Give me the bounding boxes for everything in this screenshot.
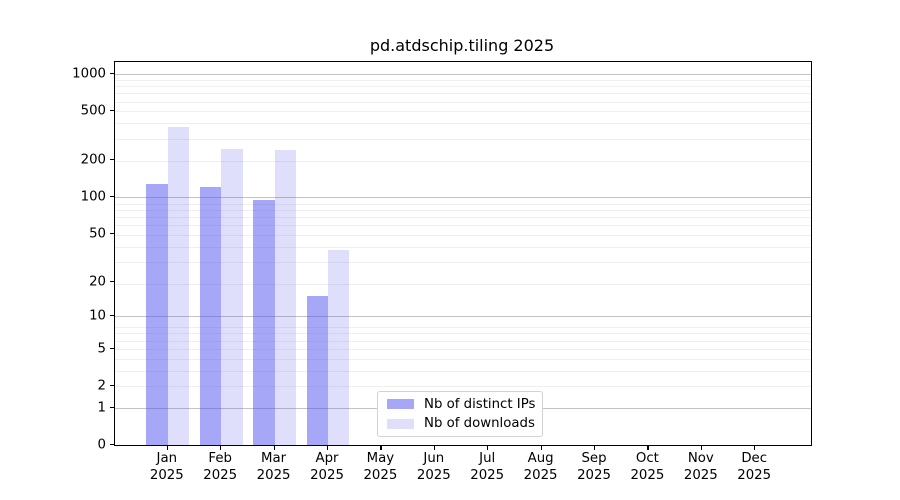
y-tick [109, 315, 114, 317]
x-tick [487, 445, 489, 450]
x-tick [647, 445, 649, 450]
gridline-minor [115, 386, 811, 387]
y-tick-label: 1000 [72, 66, 106, 82]
y-tick [109, 196, 114, 198]
gridline-minor [115, 111, 811, 113]
gridline-minor [115, 370, 811, 372]
plot-area [114, 61, 812, 446]
y-tick [109, 280, 114, 282]
gridline-minor [115, 333, 811, 335]
x-tick [754, 445, 756, 450]
x-tick [594, 445, 596, 450]
y-tick [109, 406, 114, 408]
gridline-minor [115, 327, 811, 329]
x-tick [220, 445, 222, 450]
gridline-minor [115, 79, 811, 81]
legend-item-distinct-ips: Nb of distinct IPs [378, 395, 542, 414]
x-tick-label: Sep 2025 [577, 451, 611, 483]
legend: Nb of distinct IPs Nb of downloads [377, 391, 543, 437]
x-tick-label: Mar 2025 [256, 451, 291, 483]
y-tick [109, 110, 114, 112]
x-tick-label: Jun 2025 [416, 451, 451, 483]
gridline-minor [115, 358, 811, 360]
x-tick [540, 445, 542, 450]
x-tick-label: Jan 2025 [149, 451, 184, 483]
legend-item-downloads: Nb of downloads [378, 414, 542, 433]
gridline-minor [115, 216, 811, 218]
gridline-minor [115, 86, 811, 88]
x-tick-label: Apr 2025 [310, 451, 344, 483]
x-tick [433, 445, 435, 450]
gridline-minor [115, 93, 811, 95]
gridline-major [115, 197, 811, 199]
y-tick-label: 1 [97, 400, 106, 416]
gridline-minor [115, 235, 811, 236]
gridline-minor [115, 138, 811, 140]
gridline-major [115, 74, 811, 76]
y-tick-label: 0 [97, 437, 106, 453]
gridline-minor [115, 225, 811, 227]
x-tick-label: Dec 2025 [737, 451, 772, 483]
y-tick [109, 73, 114, 75]
x-tick-label: May 2025 [363, 451, 398, 483]
gridline-minor [115, 348, 811, 350]
y-tick-label: 2 [97, 378, 106, 394]
gridline-minor [115, 284, 811, 286]
x-tick [166, 445, 168, 450]
legend-swatch-distinct-ips [387, 399, 414, 410]
legend-label-distinct-ips: Nb of distinct IPs [424, 396, 536, 412]
x-tick-label: Jul 2025 [470, 451, 505, 483]
bar-distinct_ips-feb [199, 186, 222, 445]
x-tick-label: Nov 2025 [683, 451, 718, 483]
y-tick [109, 444, 114, 446]
bar-downloads-jan [167, 127, 190, 445]
gridline-minor [115, 247, 811, 248]
x-tick [273, 445, 275, 450]
bar-distinct_ips-mar [253, 200, 275, 445]
legend-label-downloads: Nb of downloads [424, 416, 535, 432]
y-tick-label: 200 [80, 152, 106, 168]
gridline-major [115, 316, 811, 318]
x-tick-label: Feb 2025 [203, 451, 238, 483]
gridline-minor [115, 262, 811, 264]
x-tick [380, 445, 382, 450]
x-tick-label: Aug 2025 [523, 451, 558, 483]
x-tick [327, 445, 329, 450]
bar-distinct_ips-jan [146, 184, 168, 445]
y-tick [109, 159, 114, 161]
gridline-minor [115, 160, 811, 162]
y-tick-label: 10 [89, 308, 106, 324]
bar-downloads-mar [274, 149, 296, 445]
y-tick-label: 50 [89, 226, 106, 242]
x-tick [700, 445, 702, 450]
y-tick-label: 500 [80, 103, 106, 119]
gridline-minor [115, 123, 811, 125]
y-tick [109, 232, 114, 235]
bar-downloads-apr [328, 249, 350, 445]
chart-title: pd.atdschip.tiling 2025 [369, 36, 555, 55]
gridline-minor [115, 203, 811, 205]
bar-downloads-feb [221, 148, 243, 445]
y-tick-label: 5 [97, 341, 106, 357]
legend-swatch-downloads [387, 418, 414, 429]
gridline-minor [115, 209, 811, 211]
gridline-minor [115, 101, 811, 103]
y-tick [109, 347, 114, 349]
y-tick [109, 385, 114, 387]
gridline-minor [115, 340, 811, 342]
x-tick-label: Oct 2025 [630, 451, 665, 483]
bar-distinct_ips-apr [306, 296, 328, 445]
y-tick-label: 20 [89, 274, 106, 290]
y-tick-label: 100 [80, 189, 106, 205]
